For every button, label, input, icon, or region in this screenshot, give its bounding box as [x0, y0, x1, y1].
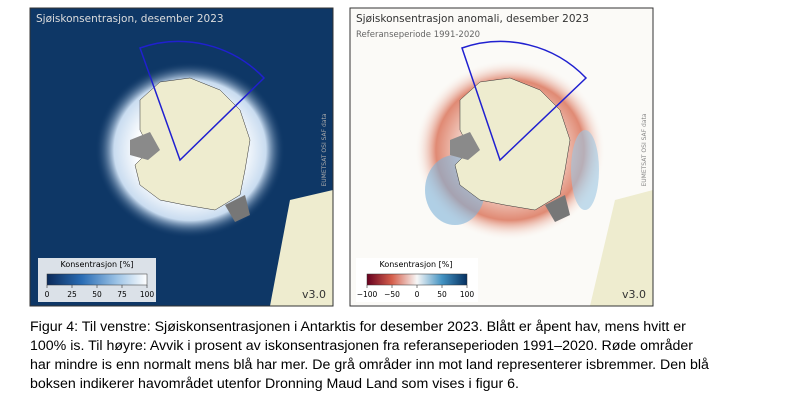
- caption-line: Figur 4: Til venstre: Sjøiskonsentrasjon…: [30, 319, 686, 335]
- colorbar-tick-label: 0: [45, 290, 50, 299]
- colorbar-tick-label: 50: [437, 290, 447, 299]
- colorbar-tick-label: 100: [140, 290, 155, 299]
- caption-line: har mindre is enn normalt mens blå har m…: [30, 357, 709, 373]
- colorbar-tick-label: 100: [460, 290, 475, 299]
- figure: Sjøiskonsentrasjon, desember 2023 EUMETS…: [29, 7, 654, 307]
- colorbar-tick-label: −100: [357, 290, 378, 299]
- right-colorbar: [366, 273, 468, 286]
- left-version: v3.0: [302, 288, 326, 301]
- caption: Figur 4: Til venstre: Sjøiskonsentrasjon…: [30, 318, 790, 394]
- colorbar-tick-label: 0: [415, 290, 420, 299]
- caption-line: 100% is. Til høyre: Avvik i prosent av i…: [30, 338, 693, 354]
- colorbar-tick-label: 75: [117, 290, 127, 299]
- left-colorbar: [46, 273, 148, 286]
- colorbar-tick-label: 50: [92, 290, 102, 299]
- left-title: Sjøiskonsentrasjon, desember 2023: [36, 13, 224, 25]
- right-subtitle: Referanseperiode 1991-2020: [356, 30, 480, 40]
- left-credit: EUMETSAT OSI SAF data: [321, 113, 328, 186]
- right-title: Sjøiskonsentrasjon anomali, desember 202…: [356, 13, 589, 25]
- left-frame: [29, 7, 334, 307]
- caption-line: boksen indikerer havområdet utenfor Dron…: [30, 376, 519, 392]
- right-version: v3.0: [622, 288, 646, 301]
- left-colorbar-label: Konsentrasjon [%]: [60, 260, 133, 269]
- right-frame: [349, 7, 654, 307]
- colorbar-tick-label: 25: [67, 290, 77, 299]
- right-map: [350, 8, 653, 306]
- left-map: [30, 8, 333, 306]
- colorbar-tick-label: −50: [384, 290, 400, 299]
- right-credit: EUMETSAT OSI SAF data: [641, 113, 648, 186]
- right-colorbar-label: Konsentrasjon [%]: [379, 260, 452, 269]
